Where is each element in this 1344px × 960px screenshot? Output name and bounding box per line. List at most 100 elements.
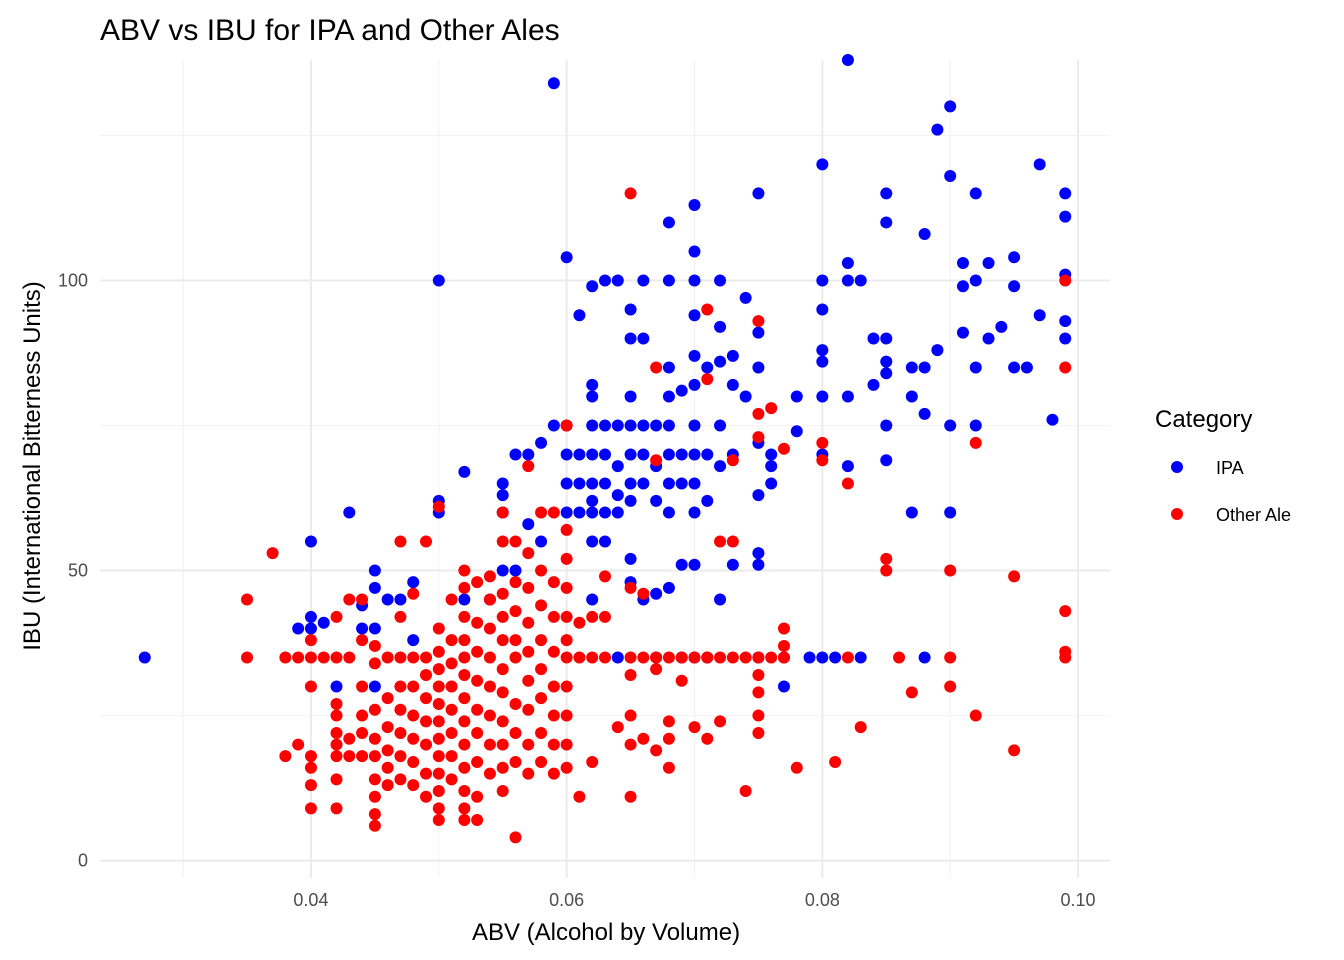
data-point [522, 547, 535, 560]
data-point [522, 581, 535, 594]
data-point [368, 680, 381, 693]
data-point [420, 535, 433, 548]
data-point [765, 651, 778, 664]
data-point [560, 448, 573, 461]
data-point [522, 645, 535, 658]
data-point [701, 373, 714, 386]
data-point [880, 454, 893, 467]
data-point [752, 407, 765, 420]
data-point [675, 448, 688, 461]
data-point [586, 610, 599, 623]
data-point [458, 668, 471, 681]
data-point [458, 813, 471, 826]
data-point [432, 715, 445, 728]
data-point [509, 697, 522, 710]
data-point [752, 668, 765, 681]
data-point [688, 448, 701, 461]
data-point [995, 320, 1008, 333]
data-point [496, 686, 509, 699]
data-point [1008, 251, 1021, 264]
data-point [701, 651, 714, 664]
data-point [854, 721, 867, 734]
data-point [765, 477, 778, 490]
data-point [586, 593, 599, 606]
data-point [880, 355, 893, 368]
y-tick-label: 100 [58, 270, 88, 290]
data-point [956, 326, 969, 339]
data-point [496, 587, 509, 600]
data-point [330, 651, 343, 664]
data-point [330, 802, 343, 815]
data-point [1059, 332, 1072, 345]
data-point [304, 680, 317, 693]
data-point [752, 315, 765, 328]
data-point [496, 489, 509, 502]
data-point [1059, 605, 1072, 618]
data-point [803, 651, 816, 664]
data-point [675, 558, 688, 571]
data-point [458, 593, 471, 606]
data-point [752, 709, 765, 722]
data-point [969, 709, 982, 722]
data-point [637, 651, 650, 664]
data-point [586, 651, 599, 664]
data-point [522, 460, 535, 473]
data-point [726, 651, 739, 664]
x-tick-label: 0.04 [293, 890, 328, 910]
data-point [982, 332, 995, 345]
data-point [407, 755, 420, 768]
data-point [611, 460, 624, 473]
data-point [432, 622, 445, 635]
data-point [368, 703, 381, 716]
data-point [356, 680, 369, 693]
data-point [688, 274, 701, 287]
data-point [483, 680, 496, 693]
data-point [432, 274, 445, 287]
data-point [496, 506, 509, 519]
data-point [1059, 361, 1072, 374]
data-point [394, 680, 407, 693]
data-point [343, 732, 356, 745]
data-point [304, 750, 317, 763]
data-point [586, 494, 599, 507]
data-point [279, 651, 292, 664]
data-point [432, 767, 445, 780]
data-point [368, 657, 381, 670]
data-point [471, 576, 484, 589]
data-point [458, 692, 471, 705]
data-point [816, 274, 829, 287]
data-point [611, 651, 624, 664]
data-point [420, 715, 433, 728]
data-point [701, 448, 714, 461]
legend-label: Other Ale [1216, 505, 1291, 525]
data-point [829, 651, 842, 664]
data-point [343, 651, 356, 664]
data-point [688, 419, 701, 432]
data-point [343, 750, 356, 763]
data-point [624, 303, 637, 316]
data-point [458, 610, 471, 623]
data-point [918, 651, 931, 664]
data-point [1020, 361, 1033, 374]
data-point [547, 419, 560, 432]
data-point [458, 802, 471, 815]
data-point [829, 755, 842, 768]
data-point [394, 610, 407, 623]
data-point [918, 228, 931, 241]
data-point [381, 721, 394, 734]
data-point [969, 274, 982, 287]
data-point [854, 651, 867, 664]
data-point [586, 506, 599, 519]
data-point [420, 790, 433, 803]
data-point [535, 599, 548, 612]
data-point [368, 564, 381, 577]
data-point [547, 610, 560, 623]
data-point [535, 663, 548, 676]
data-point [458, 634, 471, 647]
data-point [777, 651, 790, 664]
data-point [432, 802, 445, 815]
data-point [637, 332, 650, 345]
data-point [969, 187, 982, 200]
data-point [432, 500, 445, 513]
data-point [356, 750, 369, 763]
